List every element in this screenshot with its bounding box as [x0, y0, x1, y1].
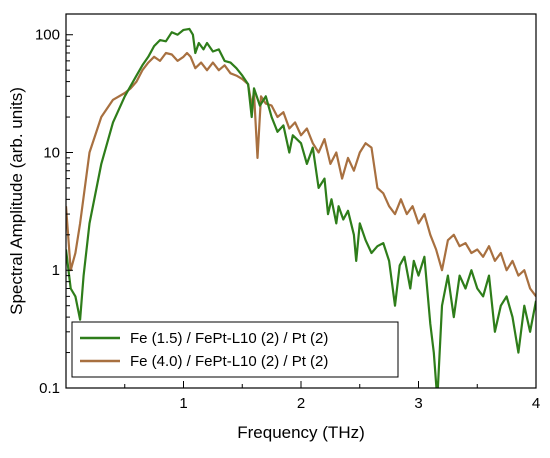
ticks-layer: 1 2 3 4 0.1 1 10 100	[35, 27, 540, 412]
y-tick-label: 100	[35, 27, 60, 44]
series-line-1	[66, 27, 536, 388]
y-tick-label: 0.1	[39, 380, 60, 397]
x-tick-label: 1	[179, 395, 187, 412]
x-tick-label: 3	[414, 395, 422, 412]
series-layer	[66, 27, 536, 388]
legend-label-series-1: Fe (1.5) / FePt-L10 (2) / Pt (2)	[130, 330, 328, 347]
x-tick-label: 4	[532, 395, 540, 412]
y-tick-label: 1	[52, 262, 60, 279]
legend-label-series-2: Fe (4.0) / FePt-L10 (2) / Pt (2)	[130, 353, 328, 370]
y-tick-label: 10	[43, 144, 60, 161]
legend: Fe (1.5) / FePt-L10 (2) / Pt (2) Fe (4.0…	[71, 321, 399, 378]
x-axis-label: Frequency (THz)	[237, 423, 365, 442]
series-line-2	[66, 51, 536, 298]
legend-box	[71, 321, 399, 378]
y-axis-label: Spectral Amplitude (arb. units)	[7, 87, 26, 315]
x-tick-label: 2	[297, 395, 305, 412]
